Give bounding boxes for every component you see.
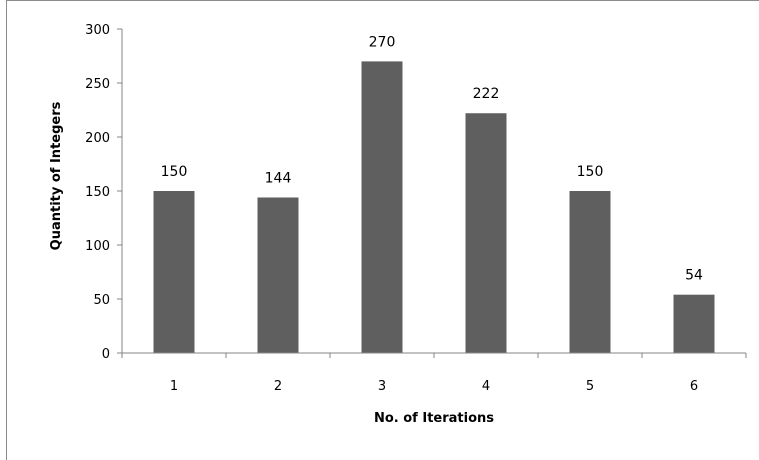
y-tick-label: 200 [85, 131, 110, 146]
data-label: 144 [265, 170, 292, 186]
data-label: 150 [577, 164, 604, 180]
y-tick-label: 0 [102, 347, 110, 362]
data-label: 150 [161, 164, 188, 180]
data-label: 54 [685, 268, 703, 284]
x-tick-label: 2 [274, 379, 282, 394]
x-tick-label: 5 [586, 379, 594, 394]
y-axis-ticks: 0 50 100 150 200 250 300 [85, 23, 122, 362]
bar [257, 197, 299, 353]
y-tick-label: 50 [93, 293, 110, 308]
bar [361, 61, 403, 354]
data-label: 222 [473, 86, 500, 102]
bars: 150 144 270 222 150 54 [153, 34, 715, 354]
y-tick-label: 250 [85, 77, 110, 92]
bar [153, 191, 195, 353]
y-axis-title: Quantity of Integers [49, 101, 64, 250]
x-tick-label: 3 [378, 379, 386, 394]
chart-frame [6, 0, 759, 460]
x-axis-title: No. of Iterations [374, 411, 494, 426]
y-tick-label: 300 [85, 23, 110, 38]
x-tick-label: 4 [482, 379, 490, 394]
data-label: 270 [369, 34, 396, 50]
y-tick-label: 150 [85, 185, 110, 200]
y-tick-label: 100 [85, 239, 110, 254]
bar [465, 113, 507, 354]
x-axis-ticks: 1 2 3 4 5 6 [121, 353, 747, 394]
x-tick-label: 6 [690, 379, 698, 394]
x-tick-label: 1 [170, 379, 178, 394]
bar [673, 294, 715, 353]
bar [569, 191, 611, 353]
